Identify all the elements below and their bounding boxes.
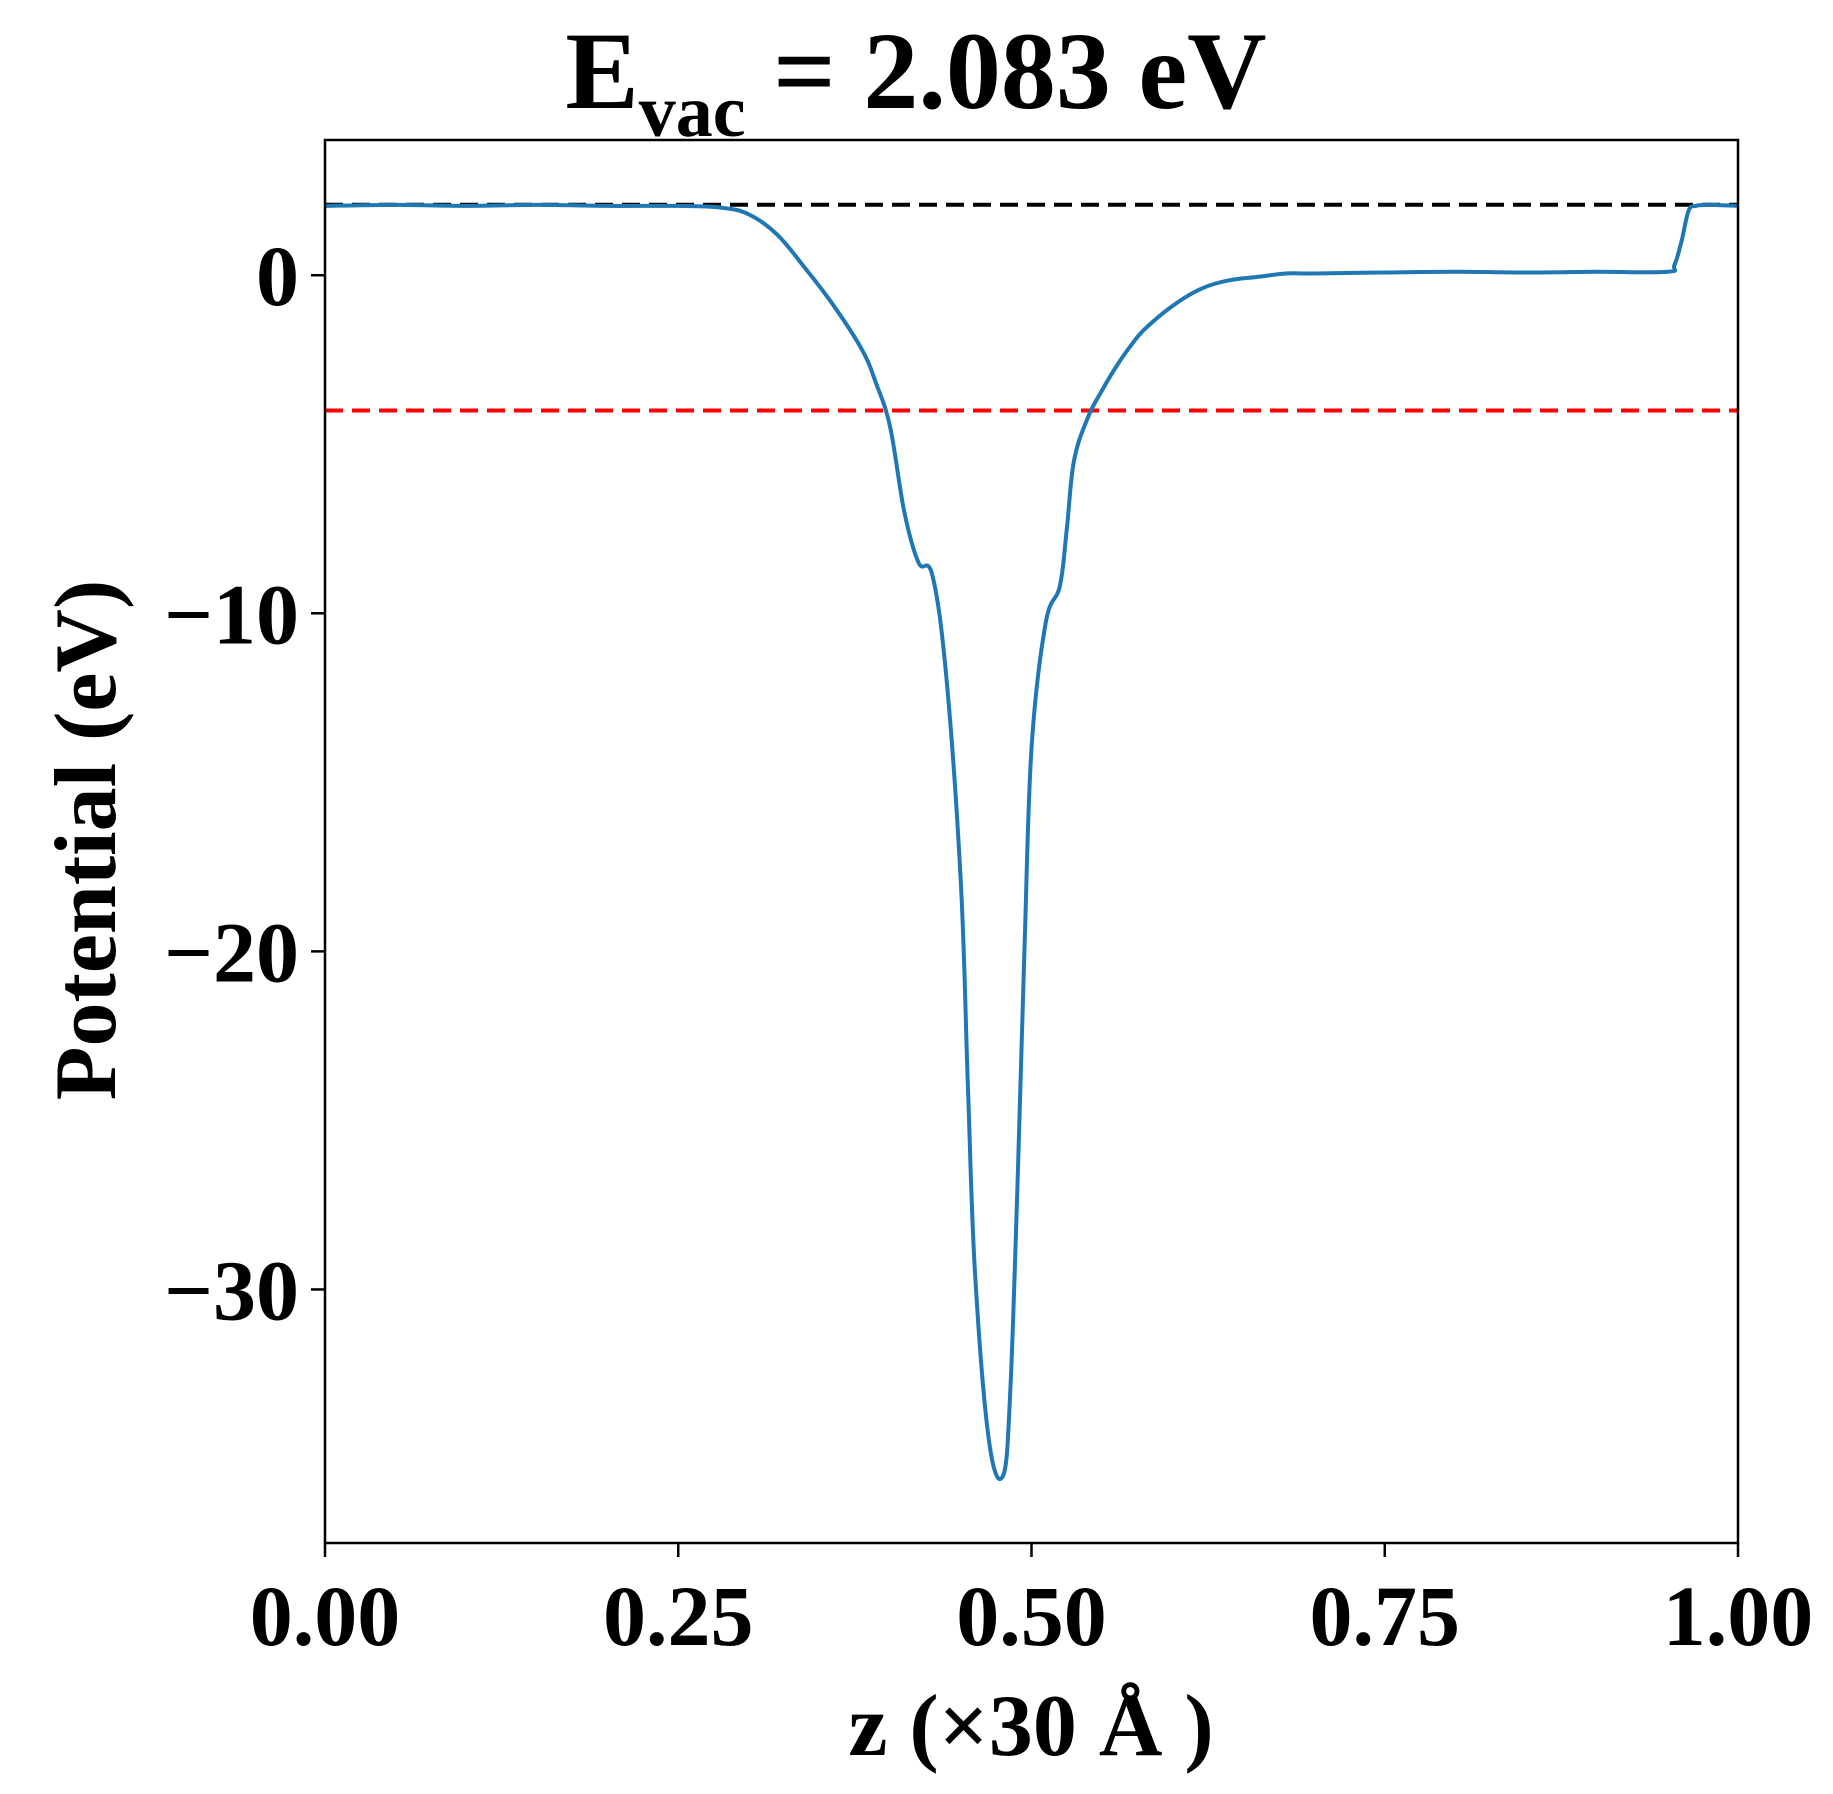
x-tick-label: 0.25 <box>603 1568 754 1664</box>
x-tick-label: 0.75 <box>1310 1568 1461 1664</box>
plot-frame <box>323 138 1740 1545</box>
y-tick-label: −30 <box>164 1242 299 1338</box>
y-tick-label: −20 <box>164 904 299 1000</box>
y-axis-ticks: 0 −10 −20 −30 <box>164 228 325 1338</box>
y-tick-label: 0 <box>256 228 299 324</box>
reference-lines <box>325 202 1738 413</box>
y-axis-label: Potential (eV) <box>38 580 135 1100</box>
x-tick-label: 1.00 <box>1663 1568 1814 1664</box>
potential-series-line <box>325 202 1738 1482</box>
title-main: E <box>565 10 638 132</box>
x-axis-ticks: 0.00 0.25 0.50 0.75 1.00 <box>250 1543 1814 1664</box>
x-axis-label: z (×30 Å ) <box>848 1678 1213 1775</box>
x-tick-label: 0.50 <box>956 1568 1107 1664</box>
title-rest: = 2.083 eV <box>746 10 1267 132</box>
y-tick-label: −10 <box>164 566 299 662</box>
series-layer <box>325 202 1738 1482</box>
x-tick-label: 0.00 <box>250 1568 401 1664</box>
chart-title: Evac = 2.083 eV <box>565 10 1266 153</box>
